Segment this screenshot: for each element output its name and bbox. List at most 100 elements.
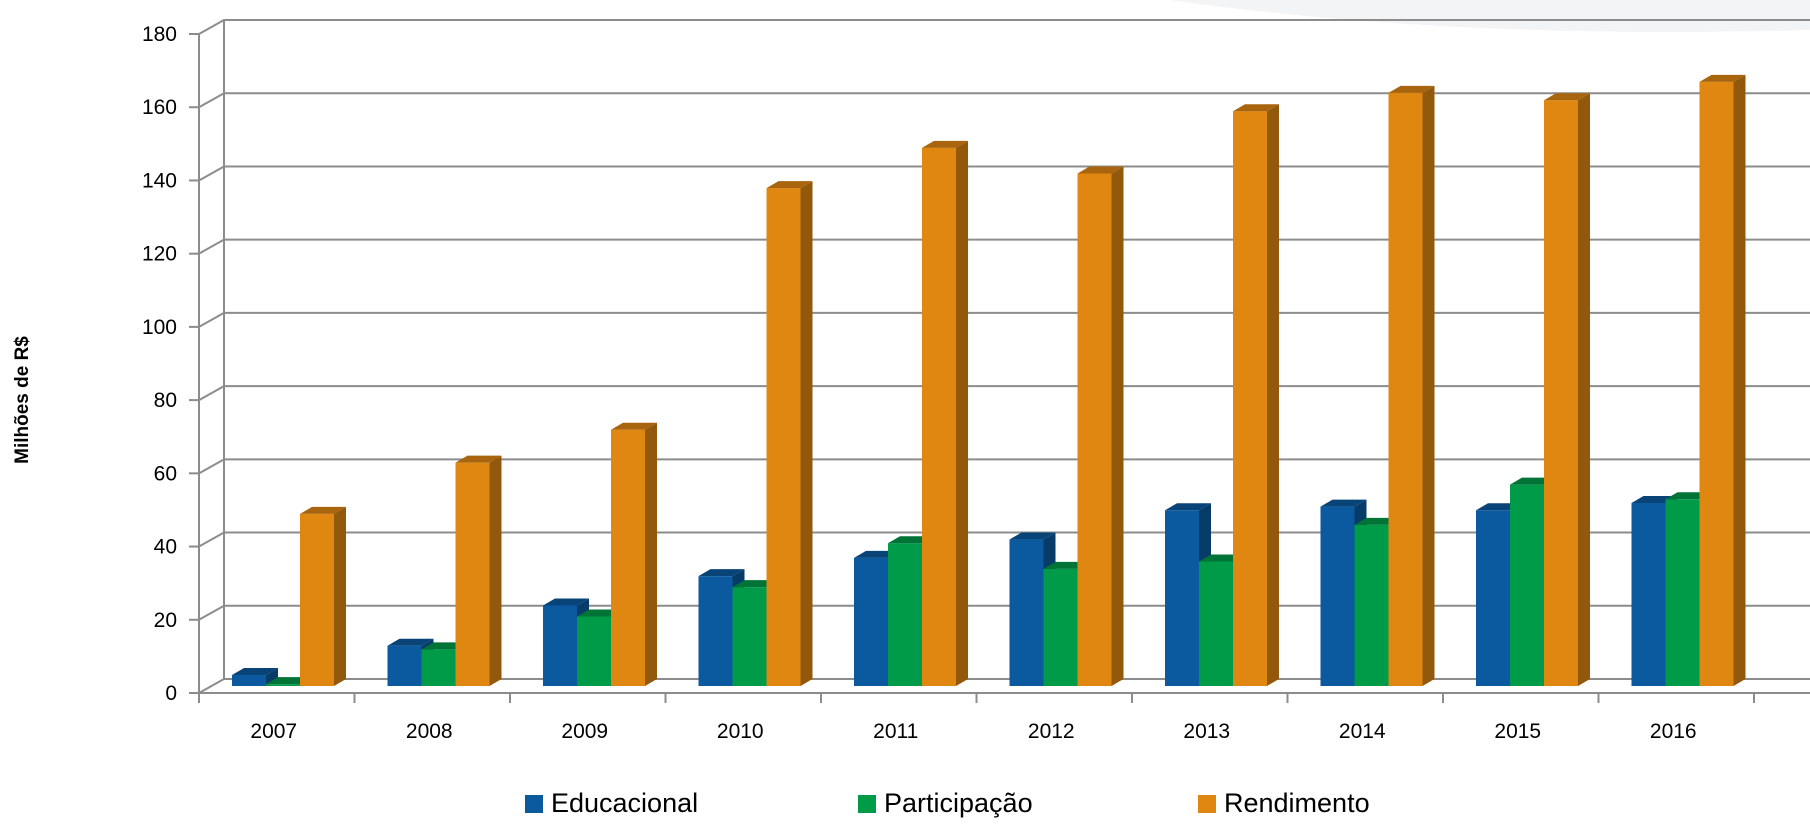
bar-rendimento-2008 [455, 455, 502, 686]
bar-rendimento-2009 [611, 422, 657, 686]
y-tick-label: 40 [154, 536, 177, 559]
bar-front [766, 188, 801, 687]
bar-front [854, 557, 888, 686]
bar-front [1665, 499, 1700, 686]
bar-side [1578, 93, 1590, 686]
bar-front [922, 147, 956, 687]
background-swoosh [1170, 0, 1810, 32]
bar-rendimento-2014 [1388, 85, 1435, 686]
bar-front [1043, 568, 1078, 686]
bar-top [1077, 166, 1124, 174]
bar-front [1476, 510, 1510, 686]
bar-front [1699, 81, 1734, 686]
bar-front [232, 675, 266, 686]
y-tick-label: 60 [154, 462, 177, 485]
legend-swatch-participacao [858, 794, 876, 813]
bar-side [1267, 104, 1279, 686]
bar-front [577, 616, 611, 686]
bar-top [766, 181, 813, 189]
y-tick-label: 20 [154, 609, 177, 632]
bar-front [300, 513, 334, 686]
legend-swatch-educacional [525, 794, 543, 813]
bar-front [455, 462, 490, 686]
bar-rendimento-2010 [766, 181, 813, 687]
bar-side [645, 422, 657, 686]
bar-front [698, 576, 733, 686]
legend-item-rendimento: Rendimento [1198, 788, 1370, 819]
bar-rendimento-2015 [1544, 93, 1590, 686]
y-tick-label: 100 [142, 316, 177, 339]
x-tick-label: 2012 [1028, 720, 1075, 743]
y-tick-label: 0 [165, 682, 177, 705]
bar-side [489, 455, 502, 686]
bar-front [732, 587, 767, 686]
bar-top [1165, 503, 1211, 511]
legend-swatch-rendimento [1198, 794, 1216, 813]
bar-front [1009, 539, 1044, 686]
bar-top [698, 569, 745, 577]
axes [189, 33, 1810, 703]
bar-front [387, 645, 422, 686]
legend-label-educacional: Educacional [551, 788, 699, 818]
bar-top [387, 638, 434, 646]
bar-rendimento-2013 [1233, 104, 1279, 686]
bar-front [1320, 506, 1355, 686]
y-tick-labels: 0 20 40 60 80 100 120 140 160 180 [142, 23, 177, 705]
bar-top [1233, 104, 1279, 112]
x-tick-label: 2015 [1494, 720, 1541, 743]
bar-front [543, 605, 577, 686]
bar-rendimento-2007 [300, 506, 346, 686]
bars [232, 74, 1746, 687]
x-tick-label: 2010 [717, 720, 764, 743]
x-tick-label: 2014 [1339, 720, 1386, 743]
bar-rendimento-2011 [922, 140, 968, 687]
bar-top [922, 140, 968, 148]
bar-educacional-2007 [232, 668, 278, 686]
bar-top [611, 422, 657, 430]
legend-label-rendimento: Rendimento [1224, 788, 1370, 818]
bar-front [888, 543, 922, 686]
bar-front [421, 649, 456, 686]
x-tick-label: 2008 [406, 720, 453, 743]
bar-front [1165, 510, 1199, 686]
bar-side [1733, 74, 1746, 686]
gridlines [198, 19, 1810, 694]
legend-label-participacao: Participação [884, 788, 1033, 818]
bar-side [800, 181, 813, 687]
bar-rendimento-2016 [1699, 74, 1746, 686]
x-tick-labels: 2007 2008 2009 2010 2011 2012 2013 2014 2015 2016 [250, 720, 1696, 743]
bar-side [266, 668, 278, 686]
bar-front [1631, 502, 1666, 686]
x-tick-label: 2009 [561, 720, 608, 743]
bar-side [956, 140, 968, 687]
legend-item-participacao: Participação [858, 788, 1033, 819]
x-tick-label: 2016 [1650, 720, 1697, 743]
bar-top [1699, 74, 1746, 82]
bar-front [611, 429, 645, 686]
bar-top [232, 668, 278, 676]
x-tick-label: 2013 [1183, 720, 1230, 743]
x-tick-label: 2007 [250, 720, 297, 743]
y-tick-label: 120 [142, 243, 177, 266]
bar-top [1320, 499, 1367, 507]
bar-top [543, 598, 589, 606]
bar-front [1510, 484, 1544, 686]
bar-front [1354, 524, 1389, 686]
bar-top [1388, 85, 1435, 93]
bar-side [334, 506, 346, 686]
x-tick-label: 2011 [873, 720, 918, 743]
y-axis-label: Milhões de R$ [12, 336, 33, 464]
bar-front [1233, 111, 1267, 686]
bar-front [1388, 92, 1423, 686]
bar-front [1077, 173, 1112, 686]
bar-front [266, 684, 300, 686]
bar-top [1009, 532, 1056, 540]
bar-side [1422, 85, 1435, 686]
bar-top [1544, 93, 1590, 101]
bar-rendimento-2012 [1077, 166, 1124, 686]
legend-item-educacional: Educacional [525, 788, 698, 819]
y-tick-label: 140 [142, 169, 177, 192]
bar-top [300, 506, 346, 514]
y-tick-label: 180 [142, 23, 177, 46]
